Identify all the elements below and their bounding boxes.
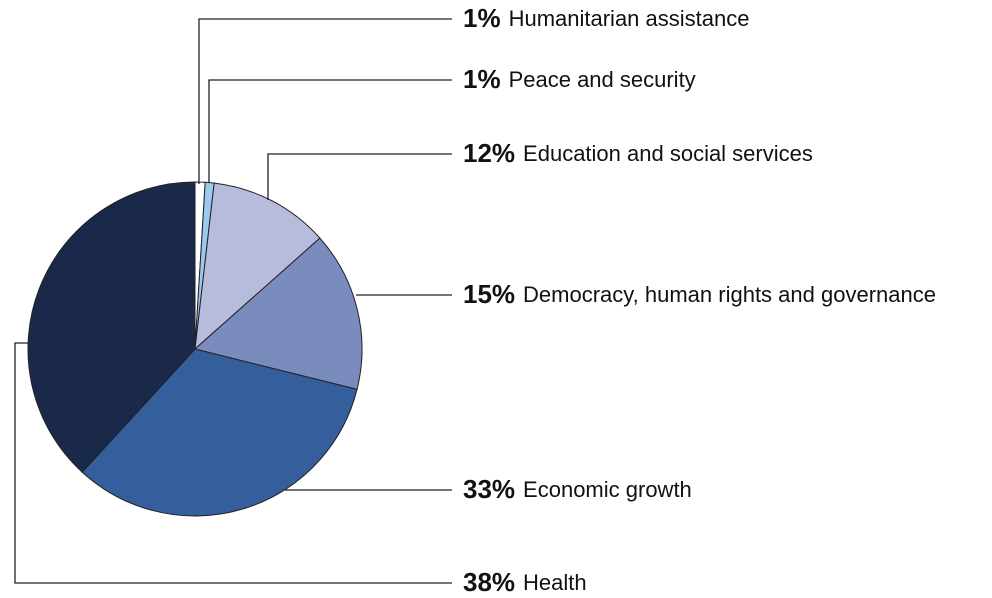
slice-label: 15% Democracy, human rights and governanc…	[463, 279, 936, 309]
slice-name: Health	[523, 570, 587, 595]
pie-slice-education-and-social-services	[194, 182, 321, 351]
leader-line	[14, 342, 452, 584]
slice-label: 12% Education and social services	[463, 138, 813, 168]
leader-lines	[14, 18, 452, 584]
slice-percent: 38%	[463, 567, 515, 597]
leader-line	[208, 79, 452, 183]
pie-slice-economic-growth	[81, 348, 358, 517]
slice-percent: 33%	[463, 474, 515, 504]
slice-percent: 12%	[463, 138, 515, 168]
slice-percent: 15%	[463, 279, 515, 309]
slice-label: 1% Peace and security	[463, 64, 696, 94]
slice-name: Education and social services	[523, 141, 813, 166]
leader-line	[198, 18, 452, 184]
slice-label: 38% Health	[463, 567, 587, 597]
slice-name: Economic growth	[523, 477, 692, 502]
slice-labels: 1% Humanitarian assistance 1% Peace and sec…	[463, 3, 936, 597]
leader-line	[267, 153, 452, 200]
slice-name: Democracy, human rights and governance	[523, 282, 936, 307]
pie-slice-health	[27, 181, 196, 473]
slice-label: 33% Economic growth	[463, 474, 692, 504]
slice-percent: 1%	[463, 3, 501, 33]
slice-name: Peace and security	[509, 67, 696, 92]
slice-percent: 1%	[463, 64, 501, 94]
pie-slices	[27, 181, 363, 517]
slice-label: 1% Humanitarian assistance	[463, 3, 749, 33]
pie-slice-democracy-human-rights-and-governance	[193, 237, 363, 391]
slice-name: Humanitarian assistance	[509, 6, 750, 31]
